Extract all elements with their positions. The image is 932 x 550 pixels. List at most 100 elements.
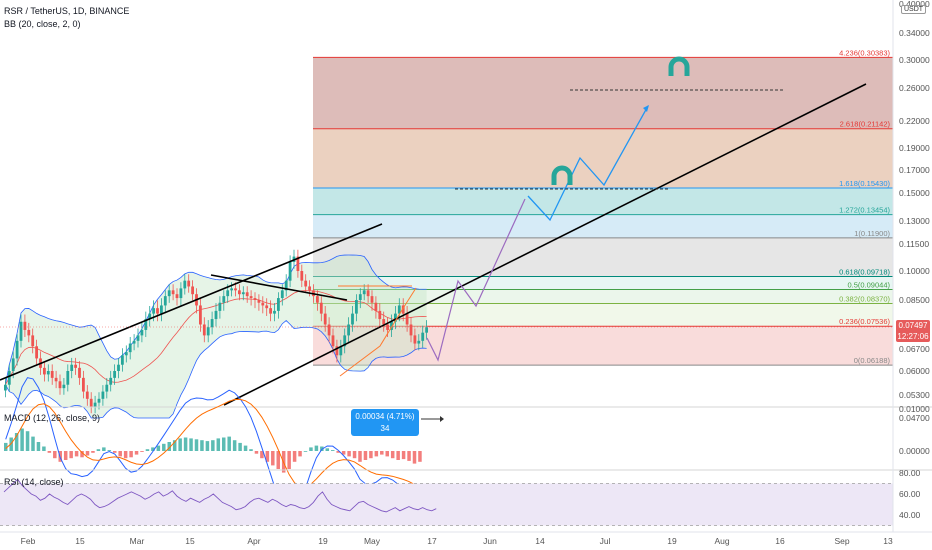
fib-zone: [313, 276, 893, 290]
candle-body: [101, 391, 105, 399]
candle-body: [323, 313, 327, 325]
price-tick-label: 0.08500: [899, 295, 930, 305]
candle-body: [214, 310, 218, 320]
candle-body: [316, 296, 319, 303]
macd-histogram-bar: [178, 438, 182, 451]
macd-histogram-bar: [396, 451, 400, 460]
candle-body: [366, 290, 370, 297]
macd-histogram-bar: [80, 451, 84, 458]
macd-histogram-bar: [140, 451, 144, 452]
macd-histogram-bar: [216, 438, 221, 451]
macd-histogram-bar: [380, 451, 384, 455]
fib-level-label: 0.382(0.08370): [839, 295, 890, 304]
candle-body: [339, 346, 343, 356]
candle-body: [74, 364, 77, 368]
fib-level-label: 0.618(0.09718): [839, 267, 890, 276]
bb-lower: [5, 320, 427, 419]
candle-body: [253, 298, 257, 300]
macd-histogram-bar: [91, 451, 95, 453]
macd-histogram-bar: [129, 451, 133, 458]
candle-body: [374, 302, 378, 311]
macd-histogram-bar: [407, 451, 411, 461]
candle-body: [382, 319, 386, 325]
candle-body: [23, 321, 27, 330]
symbol-title[interactable]: RSR / TetherUS, 1D, BINANCE: [4, 6, 130, 16]
macd-histogram-bar: [314, 445, 319, 451]
macd-histogram-bar: [227, 436, 231, 451]
candle-body: [362, 290, 366, 295]
candlestick-series: [4, 249, 428, 414]
fib-level-label: 1(0.11900): [854, 229, 890, 238]
candle-body: [394, 313, 397, 322]
fibonacci-extension[interactable]: 4.236(0.30383) 2.618(0.21142) 1.618(0.1543…: [313, 48, 893, 366]
macd-histogram-bar: [189, 438, 193, 451]
rsi-indicator-label[interactable]: RSI (14, close): [4, 477, 64, 487]
candle-body: [284, 280, 288, 291]
macd-histogram-bar: [287, 451, 291, 469]
candle-body: [183, 280, 187, 289]
candle-body: [425, 327, 428, 333]
candle-body: [347, 324, 350, 336]
macd-histogram-bar: [151, 447, 155, 451]
candle-body: [277, 298, 280, 311]
candle-body: [43, 367, 46, 375]
candle-body: [160, 305, 163, 314]
candle-body: [7, 371, 11, 385]
candle-body: [358, 294, 362, 300]
price-tick-label: 0.34000: [899, 28, 930, 38]
bb-indicator-label[interactable]: BB (20, close, 2, 0): [4, 19, 81, 29]
macd-histogram-bar: [53, 451, 57, 459]
candle-body: [144, 319, 148, 330]
rsi-tick-label: 60.00: [899, 489, 921, 499]
candle-body: [35, 346, 38, 359]
measure-tooltip-change: 0.00034 (4.71%) 34: [355, 412, 415, 433]
time-axis[interactable]: Feb 15 Mar 15 Apr 19 May 17 Jun 14 Jul 19 Aug 16 Sep 13: [0, 531, 932, 546]
time-tick-label: May: [364, 536, 381, 546]
candle-body: [327, 324, 331, 336]
price-tick-label: 0.04700: [899, 413, 930, 423]
macd-histogram-bar: [42, 446, 46, 451]
fib-zone: [313, 57, 893, 129]
candle-body: [397, 305, 401, 314]
macd-histogram-bar: [303, 451, 308, 452]
currency-badge[interactable]: USDT: [901, 5, 927, 14]
candle-body: [308, 286, 311, 291]
time-tick-label: Sep: [834, 536, 849, 546]
time-tick-label: Apr: [247, 536, 260, 546]
candle-body: [156, 308, 159, 314]
candle-body: [70, 364, 74, 371]
macd-histogram-bar: [325, 448, 330, 451]
candle-body: [4, 384, 7, 391]
candle-body: [62, 384, 66, 389]
candle-body: [238, 290, 241, 295]
candle-body: [85, 391, 89, 399]
time-tick-label: 15: [75, 536, 85, 546]
candle-body: [11, 358, 15, 371]
macd-indicator-label[interactable]: MACD (12, 26, close, 9): [4, 413, 101, 423]
candle-body: [273, 310, 276, 314]
time-tick-label: Mar: [130, 536, 145, 546]
macd-histogram-bar: [211, 440, 215, 451]
candle-body: [390, 321, 393, 330]
macd-histogram-bar: [118, 451, 122, 457]
macd-histogram-bar: [36, 442, 41, 451]
trendline-drawings[interactable]: [0, 56, 867, 436]
candle-body: [401, 305, 405, 314]
candle-body: [261, 302, 265, 306]
fib-zone: [313, 289, 893, 304]
candle-body: [15, 340, 19, 359]
fib-zone: [313, 237, 893, 277]
candle-body: [417, 340, 421, 344]
macd-histogram-bar: [222, 437, 226, 451]
price-tick-label: 0.22000: [899, 116, 930, 126]
upper-channel-line: [0, 223, 383, 381]
candle-body: [218, 302, 222, 311]
resistance-line: [210, 274, 348, 301]
candle-body: [296, 256, 300, 271]
macd-histogram-bar: [74, 451, 79, 457]
candle-body: [179, 288, 183, 299]
candle-body: [331, 335, 335, 347]
